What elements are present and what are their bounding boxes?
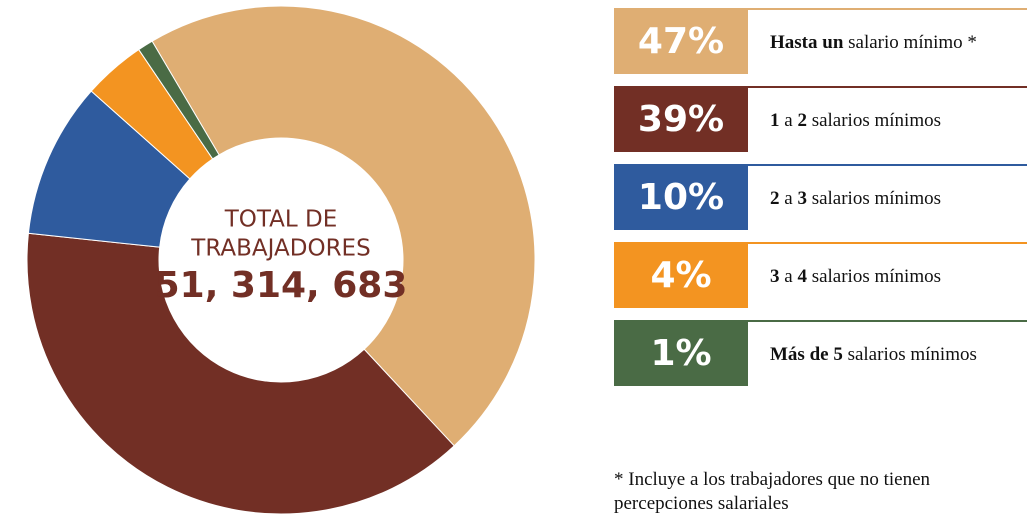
legend-label-part: salarios mínimos	[843, 344, 977, 365]
legend-label-part: 4	[797, 266, 807, 287]
legend-label-part: a	[780, 110, 798, 131]
legend-label-part: salarios mínimos	[807, 110, 941, 131]
legend-value: 39%	[638, 99, 724, 140]
donut-slice	[151, 5, 536, 447]
legend-label-part: a	[780, 266, 798, 287]
donut-slice	[138, 40, 220, 160]
legend-value: 10%	[638, 177, 724, 218]
legend-label-part: salarios mínimos	[807, 188, 941, 209]
legend-label-part: 3	[797, 188, 807, 209]
center-label: TRABAJADORES	[190, 236, 370, 262]
legend-value: 1%	[650, 333, 711, 374]
legend-label-part: a	[780, 188, 798, 209]
legend-swatch	[614, 86, 748, 152]
legend-label-part: Hasta un	[770, 32, 844, 53]
legend-label: 3 a 4 salarios mínimos	[770, 266, 941, 287]
legend-label-part: 2	[770, 188, 780, 209]
legend-label: 1 a 2 salarios mínimos	[770, 110, 941, 131]
legend-label-part: Más de 5	[770, 344, 843, 365]
footnote: * Incluye a los trabajadores que no tien…	[614, 469, 931, 514]
legend-swatch	[614, 242, 748, 308]
center-label: TOTAL DE	[224, 207, 338, 233]
legend-label-part: 3	[770, 266, 780, 287]
legend-swatch	[614, 164, 748, 230]
legend-label: Hasta un salario mínimo *	[770, 32, 977, 53]
legend-swatch	[614, 8, 748, 74]
legend-label: Más de 5 salarios mínimos	[770, 344, 977, 365]
legend-label-part: 2	[797, 110, 807, 131]
legend-label-part: salario mínimo *	[843, 32, 977, 53]
legend-swatch	[614, 320, 748, 386]
legend-label-part: salarios mínimos	[807, 266, 941, 287]
center-total: 51, 314, 683	[155, 265, 408, 306]
donut-slice	[26, 232, 455, 514]
legend-value: 47%	[638, 21, 724, 62]
legend-value: 4%	[650, 255, 711, 296]
legend-label: 2 a 3 salarios mínimos	[770, 188, 941, 209]
legend-label-part: 1	[770, 110, 780, 131]
